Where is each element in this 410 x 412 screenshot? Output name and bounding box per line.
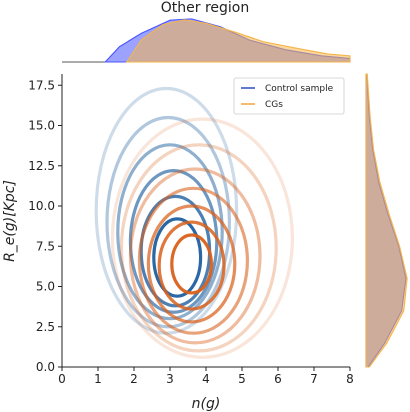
top-marginal-cgs [125, 19, 351, 63]
contour-cgs-2 [146, 204, 237, 324]
contour-control-0 [152, 217, 203, 298]
contour-control-3 [116, 143, 224, 321]
legend: Control sample CGs [233, 77, 345, 115]
y-tick-label: 0.0 [36, 360, 55, 374]
y-axis: 0.0 2.5 5.0 7.5 10.0 12.5 15.0 17.5 [28, 74, 63, 374]
x-tick-label: 8 [346, 372, 354, 386]
top-marginal [62, 18, 351, 63]
x-tick-label: 6 [274, 372, 282, 386]
y-tick-label: 5.0 [36, 280, 55, 294]
x-tick-label: 2 [130, 372, 138, 386]
y-tick-label: 2.5 [36, 320, 55, 334]
main-plot-area: 0 1 2 3 4 5 6 7 8 0.0 2.5 5.0 7.5 10.0 12.5 15.0 17.5 [28, 74, 354, 386]
chart-title: Other region [161, 0, 249, 16]
y-tick-label: 17.5 [28, 78, 55, 92]
contour-cgs-1 [157, 220, 226, 311]
legend-label-cgs: CGs [265, 100, 283, 110]
legend-box [233, 77, 345, 115]
contour-control-5 [94, 86, 239, 335]
y-tick-label: 10.0 [28, 199, 55, 213]
x-tick-label: 5 [238, 372, 246, 386]
x-tick-label: 0 [58, 372, 66, 386]
right-marginal [365, 73, 408, 368]
contour-cgs-3 [137, 186, 249, 335]
y-tick-label: 15.0 [28, 119, 55, 133]
x-tick-label: 1 [94, 372, 102, 386]
x-axis: 0 1 2 3 4 5 6 7 8 [58, 366, 354, 386]
right-marginal-cgs [365, 73, 408, 368]
y-axis-label: R_e(g)[Kpc] [2, 180, 18, 262]
contour-cgs-5 [119, 143, 278, 353]
x-tick-label: 4 [202, 372, 210, 386]
y-tick-label: 7.5 [36, 239, 55, 253]
contour-cgs-4 [128, 167, 262, 345]
x-tick-label: 7 [310, 372, 318, 386]
contour-cgs-6 [110, 117, 294, 359]
legend-label-control: Control sample [265, 84, 334, 94]
contour-control-2 [128, 168, 219, 314]
y-tick-label: 12.5 [28, 159, 55, 173]
x-tick-label: 3 [166, 372, 174, 386]
contour-lines [94, 86, 294, 359]
x-axis-label: n(g) [192, 396, 221, 412]
contour-cgs-0 [170, 233, 214, 295]
